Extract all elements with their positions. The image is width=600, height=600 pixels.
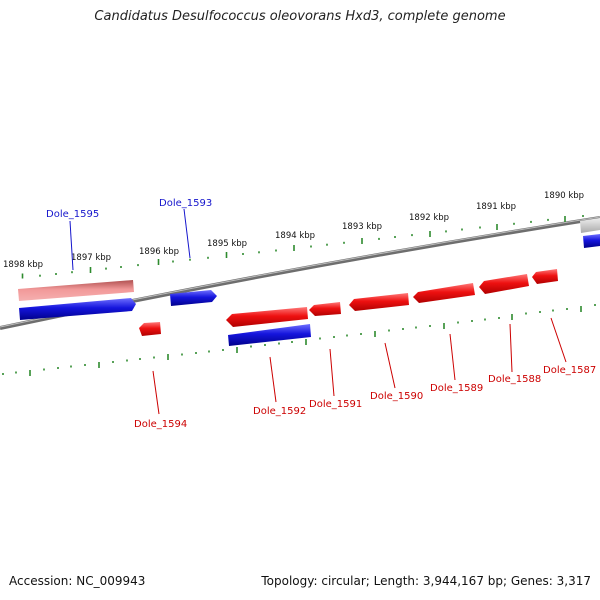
leader-dole-1594 bbox=[152, 370, 160, 415]
gene-label-dole-1589: Dole_1589 bbox=[430, 383, 483, 394]
outer-tick-ring bbox=[21, 215, 584, 279]
leader-dole-1587 bbox=[550, 317, 567, 363]
gene-labels: Dole_1595 Dole_1593 Dole_1594 Dole_1592 … bbox=[46, 198, 596, 430]
scale-label: 1890 kbp bbox=[544, 191, 584, 201]
feature-grey-bar bbox=[580, 218, 600, 233]
gene-dole-1589-arrow bbox=[413, 283, 475, 303]
gene-label-dole-1590: Dole_1590 bbox=[370, 391, 423, 402]
gene-dole-1592-blue-arrow bbox=[228, 324, 311, 346]
gene-dole-1593-arrow bbox=[170, 290, 217, 306]
gene-label-dole-1595: Dole_1595 bbox=[46, 209, 99, 220]
accession-text: Accession: NC_009943 bbox=[9, 574, 146, 588]
gene-label-dole-1588: Dole_1588 bbox=[488, 374, 541, 385]
gene-label-dole-1592: Dole_1592 bbox=[253, 406, 306, 417]
leader-dole-1588 bbox=[509, 323, 513, 373]
scale-label: 1897 kbp bbox=[71, 253, 111, 263]
gene-offscreen-blue-arrow bbox=[583, 234, 600, 248]
gene-label-dole-1587: Dole_1587 bbox=[543, 365, 596, 376]
gene-dole-1590-arrow bbox=[349, 293, 409, 311]
leader-dole-1589 bbox=[449, 333, 456, 381]
gene-dole-1592-arrow bbox=[226, 307, 308, 327]
gene-dole-1587-arrow bbox=[532, 269, 558, 284]
scale-labels: 1898 kbp 1897 kbp 1896 kbp 1895 kbp 1894… bbox=[3, 191, 584, 270]
feature-track-inner bbox=[139, 269, 558, 346]
gene-dole-1594-arrow bbox=[139, 322, 161, 336]
gene-label-dole-1593: Dole_1593 bbox=[159, 198, 212, 209]
inner-tick-ring bbox=[2, 304, 596, 376]
scale-label: 1896 kbp bbox=[139, 247, 179, 257]
scale-label: 1894 kbp bbox=[275, 231, 315, 241]
gene-dole-1595-arrow bbox=[19, 298, 136, 320]
feature-pink-bar bbox=[18, 280, 134, 301]
scale-label: 1893 kbp bbox=[342, 222, 382, 232]
map-title: Candidatus Desulfococcus oleovorans Hxd3… bbox=[94, 9, 506, 24]
gene-label-dole-1591: Dole_1591 bbox=[309, 399, 362, 410]
label-leaders bbox=[69, 208, 567, 415]
scale-label: 1891 kbp bbox=[476, 202, 516, 212]
scale-label: 1892 kbp bbox=[409, 213, 449, 223]
leader-dole-1591 bbox=[329, 348, 335, 397]
feature-track-outer bbox=[18, 218, 600, 320]
leader-dole-1590 bbox=[384, 342, 396, 389]
scale-label: 1895 kbp bbox=[207, 239, 247, 249]
gene-dole-1588-arrow bbox=[479, 274, 529, 294]
gene-dole-1591-arrow bbox=[309, 302, 341, 316]
leader-dole-1595 bbox=[69, 220, 74, 271]
genome-summary-text: Topology: circular; Length: 3,944,167 bp… bbox=[261, 574, 591, 588]
gene-label-dole-1594: Dole_1594 bbox=[134, 419, 187, 430]
leader-dole-1593 bbox=[183, 208, 191, 259]
leader-dole-1592 bbox=[269, 356, 277, 403]
scale-label: 1898 kbp bbox=[3, 260, 43, 270]
